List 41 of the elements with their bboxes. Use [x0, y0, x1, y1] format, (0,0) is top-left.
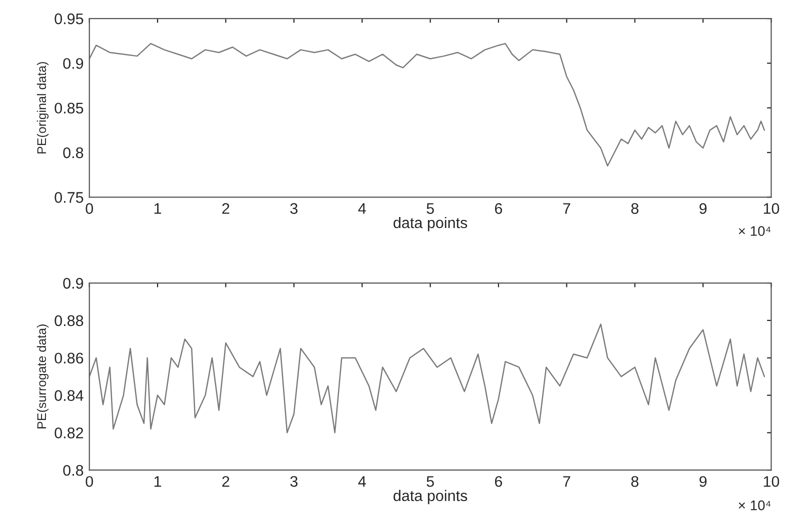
x-axis-title: data points: [394, 216, 468, 232]
y-tick-label: 0.8: [63, 464, 84, 476]
y-tick-label: 0.84: [54, 390, 84, 401]
x-tick-label: 9: [700, 476, 707, 487]
y-tick-label: 0.8: [63, 147, 84, 158]
x-tick-label: 6: [495, 203, 502, 214]
text: × 10⁴: [738, 226, 771, 236]
x-tick-label: 5: [426, 203, 434, 214]
x-tick-label: 7: [563, 203, 570, 214]
y-tick-label: 0.9: [63, 278, 84, 289]
y-tick-label: 0.9: [63, 58, 84, 69]
x-tick-label: 2: [222, 203, 230, 214]
text: × 10⁴: [738, 500, 771, 510]
x-tick-label: 1: [154, 476, 162, 487]
x-tick-label: 3: [290, 476, 298, 487]
x-tick-label: 6: [495, 476, 502, 487]
x-tick-label: 4: [358, 203, 366, 214]
x-tick-label: 10: [764, 476, 780, 487]
y-tick-label: 0.85: [54, 102, 84, 114]
x-tick-label: 4: [358, 476, 366, 487]
y-tick-label: 0.75: [54, 192, 84, 203]
y-tick-label: 0.86: [54, 352, 84, 364]
x-tick-label: 2: [222, 476, 230, 487]
x-tick-label: 0: [86, 203, 94, 214]
x-tick-label: 7: [563, 476, 570, 487]
y-tick-label: 0.95: [54, 13, 84, 24]
x-tick-label: 10: [764, 203, 780, 214]
x-tick-label: 9: [700, 203, 707, 214]
x-tick-label: 1: [154, 203, 162, 214]
x-axis-title: data points: [394, 490, 468, 504]
x-tick-label: 8: [631, 203, 638, 214]
line-series: [89, 324, 766, 434]
y-axis-title: PE(original data): [36, 62, 49, 154]
line-series: [89, 42, 766, 167]
x-tick-label: 3: [290, 203, 298, 214]
x-tick-label: 5: [426, 476, 434, 487]
y-tick-label: 0.82: [54, 428, 84, 438]
y-axis-title: PE(surrogate data): [36, 324, 49, 428]
x-tick-label: 0: [86, 476, 94, 487]
x-tick-label: 8: [631, 476, 638, 487]
y-tick-label: 0.88: [54, 315, 84, 326]
